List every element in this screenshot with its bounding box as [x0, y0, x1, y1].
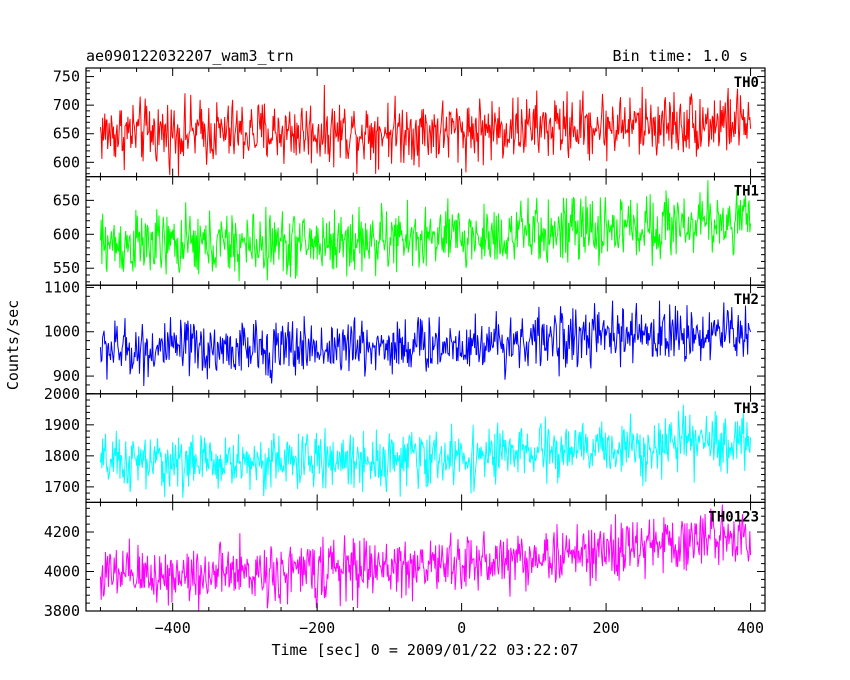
y-tick-label: 600	[53, 225, 80, 243]
series-line-th0123	[99, 504, 752, 611]
panel-label-th2: TH2	[734, 292, 759, 308]
x-axis-title: Time [sec] 0 = 2009/01/22 03:22:07	[271, 641, 578, 659]
x-tick-label: 400	[737, 619, 764, 637]
y-tick-label: 700	[53, 96, 80, 114]
x-axis: −400 −200 0 200 400	[155, 619, 764, 637]
y-tick-label: 1700	[44, 478, 80, 496]
series-line-th3	[99, 404, 752, 498]
panel-th0: 600 650 700 750 TH0	[53, 67, 766, 178]
panel-frame	[85, 284, 766, 395]
y-tick-label: 650	[53, 191, 80, 209]
panel-th0123: 3800 4000 4200 TH0123	[44, 501, 766, 620]
y-tick-label: 600	[53, 153, 80, 171]
y-tick-label: 650	[53, 125, 80, 143]
y-tick-label: 550	[53, 259, 80, 277]
panel-label-th3: TH3	[734, 401, 759, 417]
y-tick-label: 750	[53, 68, 80, 86]
panel-label-th0: TH0	[734, 75, 759, 91]
bin-time-label: Bin time: 1.0 s	[613, 47, 748, 65]
y-tick-label: 2000	[44, 385, 80, 403]
series-line-th2	[99, 300, 752, 386]
panel-label-th1: TH1	[734, 184, 759, 200]
series-line-th0	[99, 85, 752, 176]
y-tick-label: 1800	[44, 447, 80, 465]
y-tick-label: 4200	[44, 523, 80, 541]
chart-title: ae090122032207_wam3_trn	[86, 47, 294, 65]
series-line-th1	[99, 180, 752, 282]
y-tick-label: 1100	[44, 278, 80, 296]
x-tick-label: 0	[457, 619, 466, 637]
y-tick-label: 900	[53, 367, 80, 385]
y-tick-label: 1900	[44, 416, 80, 434]
y-tick-label: 4000	[44, 563, 80, 581]
panel-label-th0123: TH0123	[708, 509, 759, 525]
x-tick-label: 200	[593, 619, 620, 637]
y-axis-title: Counts/sec	[4, 300, 22, 390]
panel-th1: 550 600 650 TH1	[53, 176, 766, 286]
panel-th3: 1700 1800 1900 2000 TH3	[44, 385, 766, 503]
panel-th2: 900 1000 1100 TH2	[44, 278, 766, 395]
x-tick-label: −400	[155, 619, 191, 637]
x-tick-label: −200	[299, 619, 335, 637]
y-tick-label: 3800	[44, 602, 80, 620]
y-tick-label: 1000	[44, 323, 80, 341]
panels-group: 600 650 700 750 TH0 550 600 650 TH1 900 1000 1100 TH…	[44, 67, 766, 620]
